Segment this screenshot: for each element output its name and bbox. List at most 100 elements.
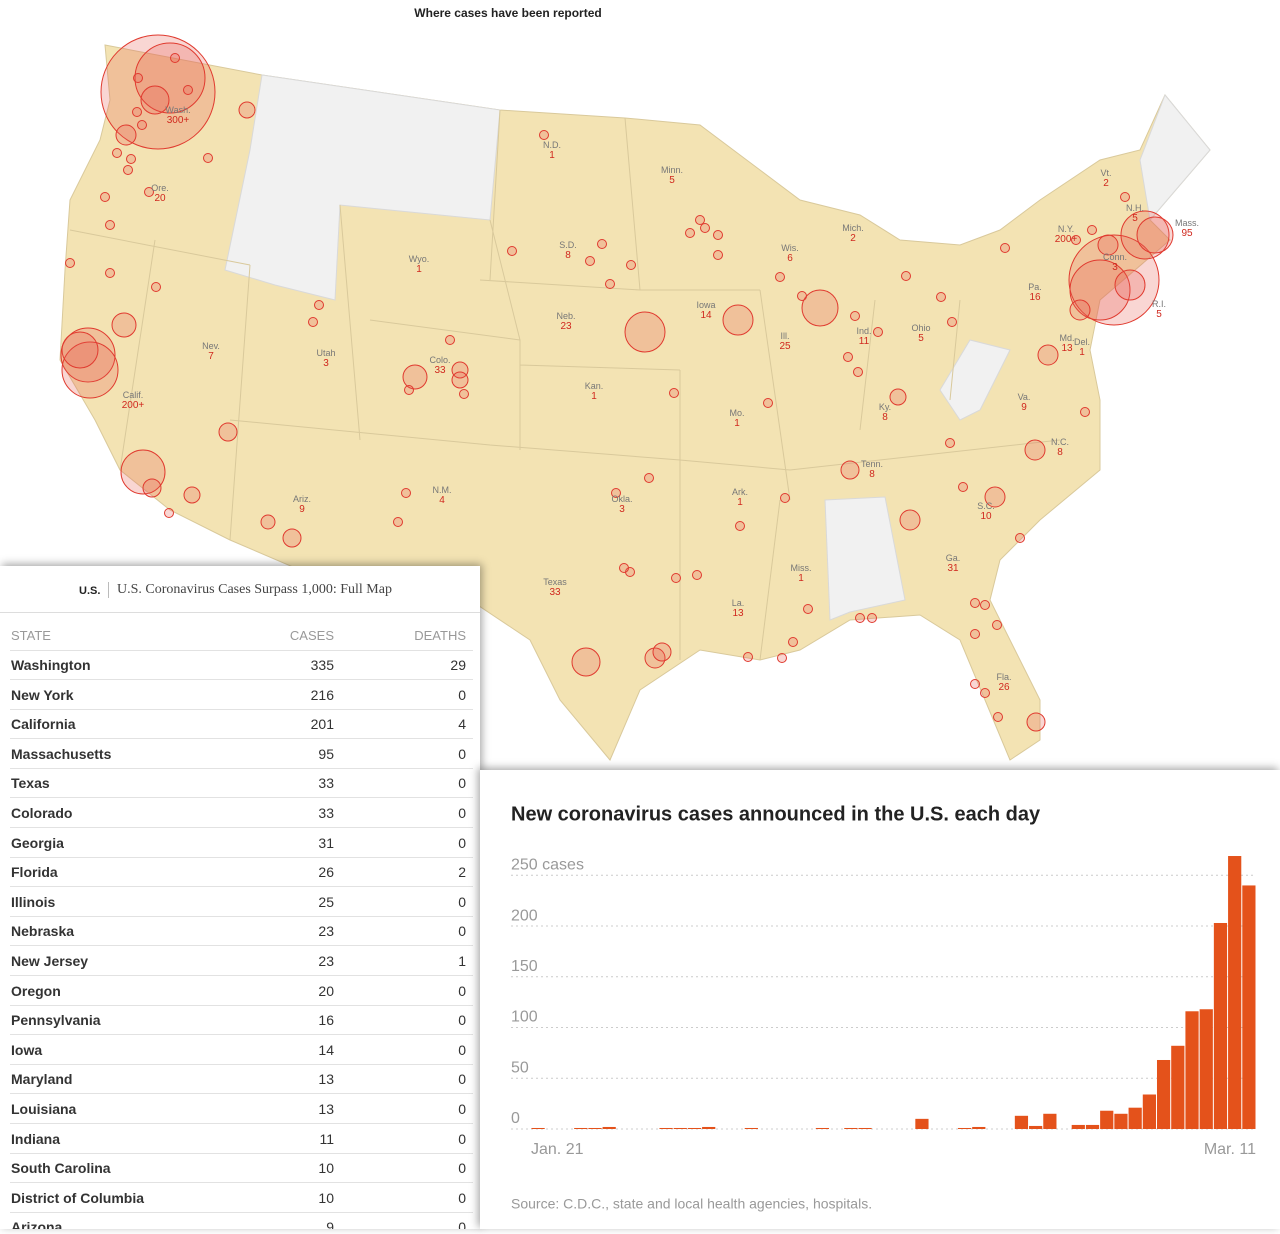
case-circle bbox=[936, 292, 946, 302]
case-circles bbox=[60, 34, 1174, 732]
table-cell: 0 bbox=[458, 1012, 466, 1029]
table-panel: U.S. U.S. Coronavirus Cases Surpass 1,00… bbox=[0, 566, 480, 1229]
table-cell: 10 bbox=[318, 1189, 334, 1206]
bar bbox=[531, 1127, 545, 1129]
case-circle bbox=[393, 517, 403, 527]
case-circle bbox=[459, 389, 469, 399]
state-count: 33 bbox=[549, 587, 561, 598]
state-count: 3 bbox=[619, 504, 625, 515]
state-name: Ohio bbox=[911, 323, 930, 333]
state-count: 4 bbox=[439, 495, 445, 506]
table-cell: 0 bbox=[458, 1101, 466, 1117]
state-name: Utah bbox=[316, 348, 335, 358]
state-count: 6 bbox=[787, 253, 793, 264]
state-name: Okla. bbox=[611, 494, 632, 504]
case-circle bbox=[980, 600, 990, 610]
state-count: 300+ bbox=[167, 115, 190, 126]
case-circle bbox=[100, 34, 216, 150]
table-cell: Texas bbox=[11, 775, 50, 792]
state-name: N.D. bbox=[543, 140, 561, 150]
bar bbox=[602, 1126, 616, 1129]
table-row: Iowa 14 0 bbox=[10, 1035, 473, 1065]
table-row: Florida 26 2 bbox=[10, 857, 473, 888]
state-count: 13 bbox=[1061, 343, 1073, 354]
bar bbox=[1029, 1125, 1043, 1129]
table-row: Massachusetts 95 0 bbox=[10, 739, 473, 769]
state-name: Ark. bbox=[732, 487, 748, 497]
case-circle bbox=[984, 486, 1006, 508]
table-cell: 0 bbox=[458, 893, 466, 910]
case-circle bbox=[777, 653, 787, 663]
state-name: Ill. bbox=[781, 331, 790, 341]
table-row: New York 216 0 bbox=[10, 680, 473, 710]
case-circle bbox=[132, 107, 142, 117]
bar bbox=[1043, 1113, 1057, 1129]
case-circle bbox=[605, 279, 615, 289]
table-row: Indiana 11 0 bbox=[10, 1124, 473, 1154]
case-circle bbox=[722, 304, 754, 336]
state-count: 5 bbox=[1132, 213, 1138, 224]
bar bbox=[673, 1127, 687, 1129]
state-count: 200+ bbox=[122, 400, 145, 411]
state-count: 9 bbox=[299, 504, 305, 515]
table-cell: 9 bbox=[326, 1219, 334, 1229]
table-cell: 0 bbox=[458, 1219, 466, 1229]
state-name: Wyo. bbox=[409, 254, 429, 264]
state-name: Del. bbox=[1074, 337, 1090, 347]
table-cell: Maryland bbox=[11, 1071, 73, 1088]
table-cell: 26 bbox=[318, 864, 334, 881]
state-name: Ga. bbox=[946, 553, 961, 563]
y-tick-label: 100 bbox=[511, 1009, 538, 1026]
table-cell: 16 bbox=[318, 1012, 334, 1029]
case-circle bbox=[945, 438, 955, 448]
bar bbox=[815, 1127, 830, 1129]
case-circle bbox=[1071, 235, 1081, 245]
state-count: 31 bbox=[947, 563, 959, 574]
case-circle bbox=[314, 300, 324, 310]
bar bbox=[1242, 885, 1256, 1129]
case-circle bbox=[142, 478, 162, 498]
table-cell: New York bbox=[11, 686, 74, 703]
state-name: Pa. bbox=[1028, 282, 1042, 292]
case-circle bbox=[218, 422, 238, 442]
bar bbox=[574, 1127, 588, 1129]
table-cell: 0 bbox=[458, 745, 466, 762]
case-circle bbox=[60, 327, 116, 383]
table-header: U.S. U.S. Coronavirus Cases Surpass 1,00… bbox=[0, 566, 480, 613]
table-cell: South Carolina bbox=[11, 1160, 111, 1177]
case-circle bbox=[105, 268, 115, 278]
case-circle bbox=[780, 493, 790, 503]
table-cell: 29 bbox=[450, 657, 466, 673]
case-circle bbox=[1000, 243, 1010, 253]
column-header-row: STATE CASES DEATHS bbox=[10, 621, 473, 651]
bar bbox=[915, 1118, 929, 1129]
separator bbox=[108, 582, 109, 598]
state-name: Texas bbox=[543, 577, 567, 587]
state-borders bbox=[69, 109, 1061, 661]
case-circle bbox=[1026, 712, 1046, 732]
case-circle bbox=[652, 642, 672, 662]
case-circle bbox=[1080, 407, 1090, 417]
table-cell: California bbox=[11, 716, 76, 733]
case-circle bbox=[669, 388, 679, 398]
case-circle bbox=[644, 473, 654, 483]
case-circle bbox=[112, 148, 122, 158]
state-count: 95 bbox=[1181, 228, 1193, 239]
case-circle bbox=[980, 688, 990, 698]
case-circle bbox=[111, 312, 137, 338]
case-circle bbox=[671, 573, 681, 583]
bar bbox=[1185, 1011, 1199, 1129]
table-cell: 216 bbox=[310, 686, 334, 703]
case-circle bbox=[61, 341, 119, 399]
y-tick-label: 250 cases bbox=[511, 857, 584, 874]
state-count: 200+ bbox=[1055, 234, 1078, 245]
case-circle bbox=[797, 291, 807, 301]
state-name: Conn. bbox=[1103, 252, 1127, 262]
table-cell: 14 bbox=[318, 1041, 334, 1058]
table-title: U.S. Coronavirus Cases Surpass 1,000: Fu… bbox=[117, 582, 392, 597]
case-circle bbox=[140, 85, 170, 115]
table-row: Louisiana 13 0 bbox=[10, 1094, 473, 1124]
table-cell: 33 bbox=[318, 805, 334, 821]
state-gray bbox=[224, 74, 501, 301]
